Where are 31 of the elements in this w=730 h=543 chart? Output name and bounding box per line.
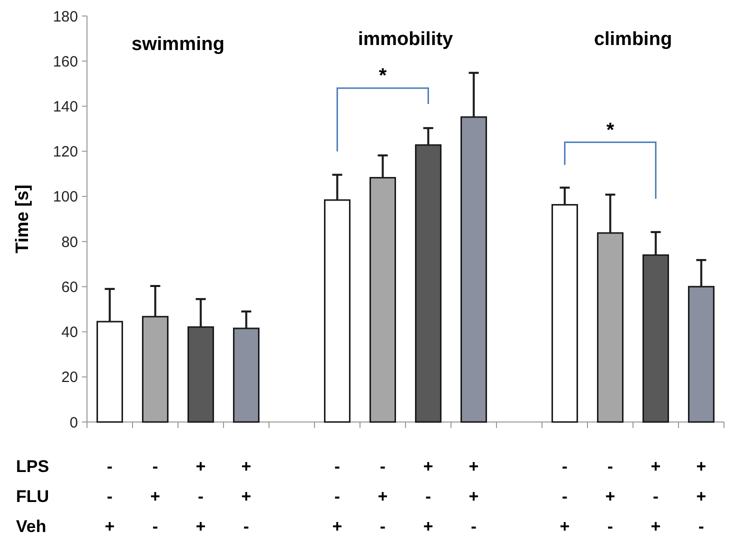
x-tick-label: + + -	[696, 456, 706, 536]
y-tick-label: 80	[61, 234, 78, 251]
y-tick-label: 160	[52, 53, 78, 70]
y-tick-label: 120	[52, 144, 78, 161]
y-tick-label: 40	[61, 324, 78, 342]
y-tick-label: 100	[52, 188, 78, 206]
x-tick-label: + - +	[650, 456, 661, 536]
x-tick-label: + - +	[423, 456, 434, 536]
x-tick-label: + + -	[241, 456, 252, 536]
y-tick-label: 180	[52, 8, 78, 26]
y-tick-label: 0	[70, 414, 78, 432]
x-tick-label: - + -	[605, 456, 616, 536]
x-tick-label: - + -	[150, 456, 160, 536]
text: LPS	[16, 456, 50, 476]
text: Veh	[16, 516, 46, 536]
y-tick-label: 140	[52, 98, 78, 116]
x-tick-label: - - +	[560, 456, 570, 536]
y-axis-title: Time [s]	[12, 184, 32, 254]
annotation: climbing	[594, 29, 672, 50]
annotation: swimming	[132, 34, 224, 55]
x-tick-label: - - +	[332, 456, 342, 536]
y-tick-label: 20	[61, 369, 78, 386]
annotation: *	[378, 65, 387, 88]
annotation: immobility	[358, 29, 454, 50]
x-tick-label: + + -	[468, 456, 479, 536]
x-tick-label: - + -	[378, 456, 388, 536]
x-tick-label: - - +	[104, 456, 115, 536]
text: FLU	[16, 486, 50, 506]
y-tick-label: 60	[61, 278, 78, 296]
annotation: *	[606, 119, 614, 142]
x-tick-label: + - +	[196, 456, 206, 536]
